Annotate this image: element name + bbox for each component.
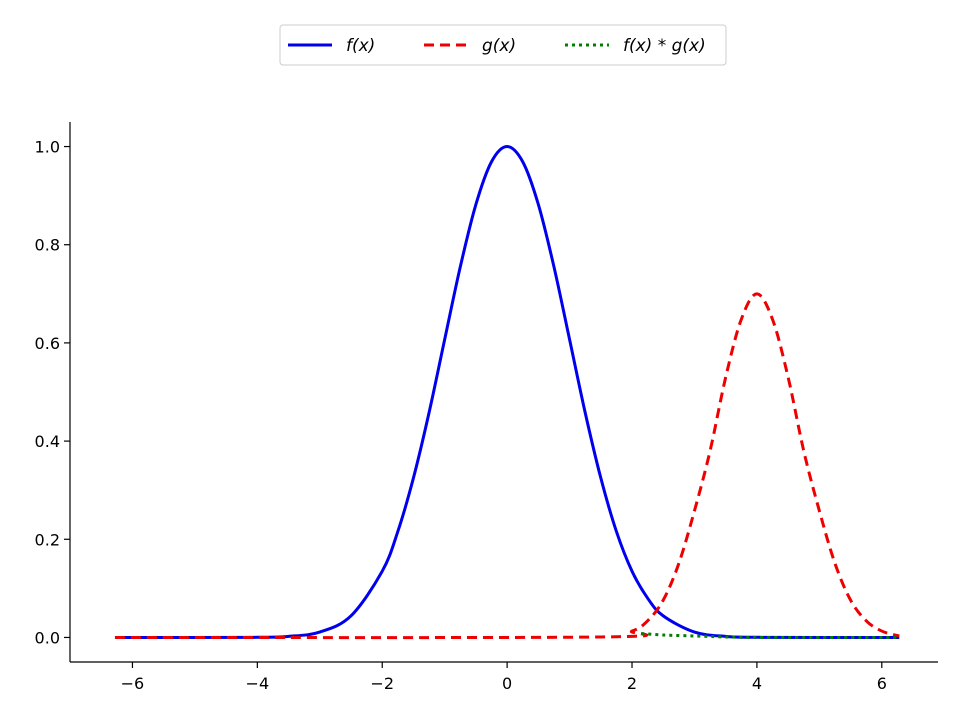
legend-entry-g: g(x) — [424, 36, 516, 56]
y-tick-label: 1.0 — [35, 138, 60, 157]
legend-entry-f: f(x) — [288, 36, 375, 56]
x-tick-label: 4 — [752, 674, 762, 693]
y-tick-label: 0.8 — [35, 236, 60, 255]
legend-label-g: g(x) — [482, 36, 516, 56]
legend-label-f: f(x) — [346, 36, 375, 56]
y-ticks: 0.0 0.2 0.4 0.6 0.8 1.0 — [35, 138, 70, 647]
x-tick-label: −6 — [121, 674, 145, 693]
x-tick-label: 2 — [627, 674, 637, 693]
legend: f(x) g(x) f(x) * g(x) — [279, 24, 727, 66]
legend-label-fg: f(x) * g(x) — [623, 36, 706, 56]
axes — [69, 122, 938, 663]
x-tick-label: −2 — [370, 674, 394, 693]
y-tick-label: 0.4 — [35, 432, 60, 451]
legend-box — [279, 24, 727, 66]
series-fg-line — [641, 632, 900, 639]
y-tick-label: 0.2 — [35, 530, 60, 549]
y-tick-label: 0.6 — [35, 334, 60, 353]
y-tick-label: 0.0 — [35, 628, 60, 647]
x-tick-label: −4 — [246, 674, 270, 693]
legend-entry-fg: f(x) * g(x) — [565, 36, 706, 56]
series-g-line — [114, 292, 900, 640]
series-f-line — [114, 145, 900, 639]
x-tick-label: 0 — [502, 674, 512, 693]
plot-lines — [114, 145, 900, 640]
x-ticks: −6 −4 −2 0 2 4 6 — [121, 662, 887, 693]
x-tick-label: 6 — [877, 674, 887, 693]
